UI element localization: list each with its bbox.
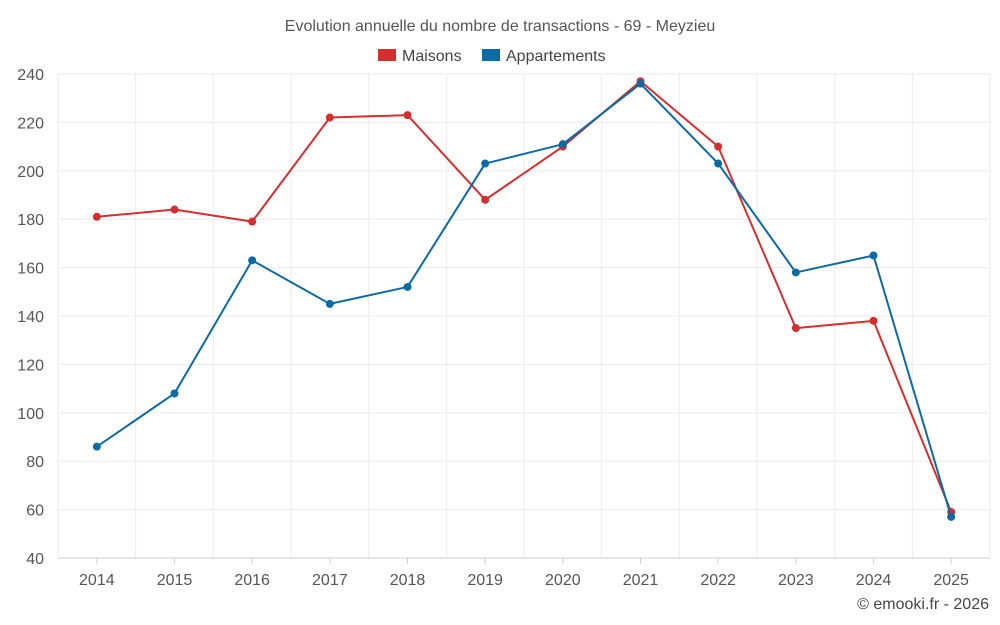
data-point-maisons[interactable] [248,217,257,226]
data-point-appartements[interactable] [636,79,645,88]
y-tick-label: 60 [26,503,44,520]
y-tick-label: 40 [26,551,44,568]
y-tick-label: 180 [17,212,44,229]
y-tick-label: 100 [17,406,44,423]
x-tick-label: 2023 [778,572,814,589]
x-tick-label: 2017 [312,572,348,589]
data-point-maisons[interactable] [791,324,800,333]
data-point-appartements[interactable] [170,389,179,398]
series-line-maisons [96,80,953,513]
data-point-appartements[interactable] [869,251,878,260]
credit-text: © emooki.fr - 2026 [857,596,989,613]
data-point-appartements[interactable] [947,512,956,521]
y-tick-label: 120 [17,357,44,374]
x-tick-label: 2019 [467,572,503,589]
data-point-maisons[interactable] [170,205,179,214]
data-point-appartements[interactable] [248,256,257,265]
y-tick-label: 220 [17,115,44,132]
legend-label-maisons: Maisons [402,48,462,65]
y-axis: 40 60 80 100 120 140 160 180 200 220 240 [17,67,44,568]
grid [57,73,991,559]
legend: Maisons Appartements [378,48,606,65]
legend-swatch-maisons [378,49,396,61]
x-tick-label: 2024 [856,572,892,589]
data-point-maisons[interactable] [869,316,878,325]
x-tick-label: 2025 [933,572,969,589]
series-line-appartements [96,82,953,518]
x-axis: 2014 2015 2016 2017 2018 2019 2020 2021 2022 2023… [58,557,990,589]
data-point-maisons[interactable] [714,142,723,151]
y-tick-label: 200 [17,164,44,181]
x-tick-label: 2020 [545,572,581,589]
x-tick-label: 2014 [79,572,115,589]
data-point-maisons[interactable] [325,113,334,122]
legend-item-appartements[interactable]: Appartements [482,48,606,65]
data-point-appartements[interactable] [481,159,490,168]
legend-item-maisons[interactable]: Maisons [378,48,462,65]
y-tick-label: 80 [26,454,44,471]
data-point-appartements[interactable] [791,268,800,277]
data-point-appartements[interactable] [558,140,567,149]
x-tick-label: 2016 [234,572,270,589]
legend-label-appartements: Appartements [506,48,606,65]
y-tick-label: 140 [17,309,44,326]
data-point-maisons[interactable] [481,195,490,204]
data-point-appartements[interactable] [403,282,412,291]
data-point-appartements[interactable] [325,299,334,308]
legend-swatch-appartements [482,49,500,61]
y-tick-label: 160 [17,261,44,278]
data-point-appartements[interactable] [92,442,101,451]
data-point-appartements[interactable] [714,159,723,168]
x-tick-label: 2021 [623,572,659,589]
plot-area [92,77,956,521]
chart-title: Evolution annuelle du nombre de transact… [285,18,715,35]
x-tick-label: 2015 [157,572,193,589]
data-point-maisons[interactable] [92,212,101,221]
y-tick-label: 240 [17,67,44,84]
x-tick-label: 2018 [390,572,426,589]
x-tick-label: 2022 [700,572,736,589]
data-point-maisons[interactable] [403,111,412,120]
